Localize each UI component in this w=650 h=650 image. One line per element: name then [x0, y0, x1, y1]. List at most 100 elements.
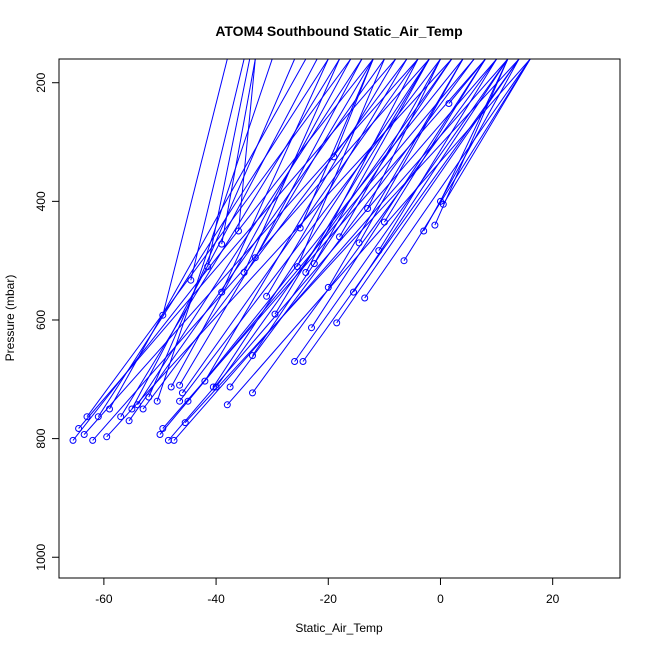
data-point-marker — [187, 276, 195, 284]
data-point-marker — [350, 288, 357, 296]
data-point-marker — [431, 221, 439, 229]
series-line — [383, 59, 486, 223]
data-point-marker — [330, 153, 338, 161]
data-point-marker — [361, 294, 369, 302]
series-line — [313, 59, 430, 264]
y-tick-label: 200 — [34, 72, 48, 92]
x-tick-label: -60 — [95, 592, 113, 606]
data-point-marker — [128, 405, 136, 413]
data-point-marker — [299, 358, 307, 365]
series-line — [221, 59, 256, 245]
series-line — [109, 59, 307, 410]
data-point-marker — [167, 383, 175, 391]
series-line — [212, 59, 430, 388]
series-line — [184, 59, 520, 423]
data-point-marker — [375, 247, 383, 255]
series-line — [252, 59, 453, 356]
data-point-marker — [364, 205, 372, 212]
series-line — [83, 59, 419, 435]
series-line — [254, 59, 363, 258]
series-line — [204, 59, 397, 382]
chart-title: ATOM4 Southbound Static_Air_Temp — [215, 23, 462, 39]
data-point-marker — [106, 405, 113, 413]
series-line — [305, 59, 419, 273]
data-point-marker — [156, 431, 164, 438]
data-point-marker — [249, 352, 256, 360]
data-point-marker — [159, 425, 167, 432]
data-point-marker — [89, 436, 97, 444]
series-line — [302, 59, 520, 362]
x-axis: -60 -40 -20 0 20 — [95, 577, 560, 606]
data-point-marker — [263, 292, 271, 300]
data-point-marker — [181, 419, 189, 427]
series-line — [440, 59, 509, 202]
series-line — [378, 59, 498, 251]
series-line — [221, 59, 329, 293]
data-point-marker — [310, 260, 318, 268]
data-point-marker — [226, 383, 234, 391]
data-point-marker — [218, 288, 226, 296]
series-line — [86, 59, 352, 417]
data-point-marker — [293, 263, 301, 271]
series-line — [327, 59, 464, 288]
series-line — [339, 59, 441, 238]
series-line — [170, 59, 352, 388]
data-point-marker — [302, 269, 310, 276]
data-point-marker — [125, 417, 133, 425]
data-point-marker — [223, 401, 231, 409]
plot-area — [69, 59, 531, 444]
series-line — [181, 59, 419, 394]
data-point-marker — [170, 436, 178, 444]
series-line — [120, 59, 340, 417]
series-line — [215, 59, 453, 388]
y-tick-label: 600 — [34, 310, 48, 330]
series-line — [423, 59, 520, 232]
data-point-marker — [94, 413, 102, 421]
series-line — [358, 59, 464, 244]
data-point-marker — [400, 257, 408, 265]
data-point-marker — [308, 324, 315, 332]
y-axis-label: Pressure (mbar) — [3, 275, 17, 362]
y-tick-label: 1000 — [34, 544, 48, 571]
data-point-marker — [333, 319, 341, 327]
data-point-marker — [240, 269, 248, 276]
data-point-marker — [380, 218, 388, 226]
series-line — [148, 59, 296, 398]
data-point-marker — [80, 431, 88, 438]
series-line — [190, 59, 245, 281]
data-point-marker — [439, 200, 447, 208]
series-line — [403, 59, 531, 261]
data-point-marker — [249, 389, 256, 397]
series-line — [364, 59, 531, 299]
data-point-marker — [218, 240, 226, 248]
series-line — [299, 59, 374, 229]
data-point-marker — [176, 397, 184, 405]
data-point-marker — [212, 383, 220, 391]
data-point-marker — [271, 310, 279, 318]
data-point-marker — [178, 389, 186, 397]
data-point-marker — [204, 263, 212, 271]
data-point-marker — [201, 377, 209, 385]
data-point-marker — [145, 393, 153, 401]
series-line — [142, 59, 408, 410]
data-point-marker — [336, 233, 343, 241]
data-point-marker — [324, 283, 332, 291]
data-point-marker — [117, 413, 125, 421]
data-point-marker — [420, 227, 428, 235]
x-axis-label: Static_Air_Temp — [295, 621, 383, 635]
y-tick-label: 400 — [34, 191, 48, 211]
series-line — [311, 59, 486, 328]
series-line — [207, 59, 251, 267]
series-line — [162, 59, 486, 429]
data-point-marker — [176, 381, 184, 389]
data-point-marker — [69, 436, 77, 444]
series-line — [333, 59, 374, 158]
y-axis: 200 400 600 800 1000 — [34, 72, 60, 571]
series-line — [229, 59, 475, 388]
series-line — [442, 59, 531, 205]
data-point-marker — [75, 425, 83, 432]
x-tick-label: 0 — [437, 592, 444, 606]
series-line — [238, 59, 256, 232]
series-line — [296, 59, 385, 267]
x-tick-label: -40 — [207, 592, 225, 606]
